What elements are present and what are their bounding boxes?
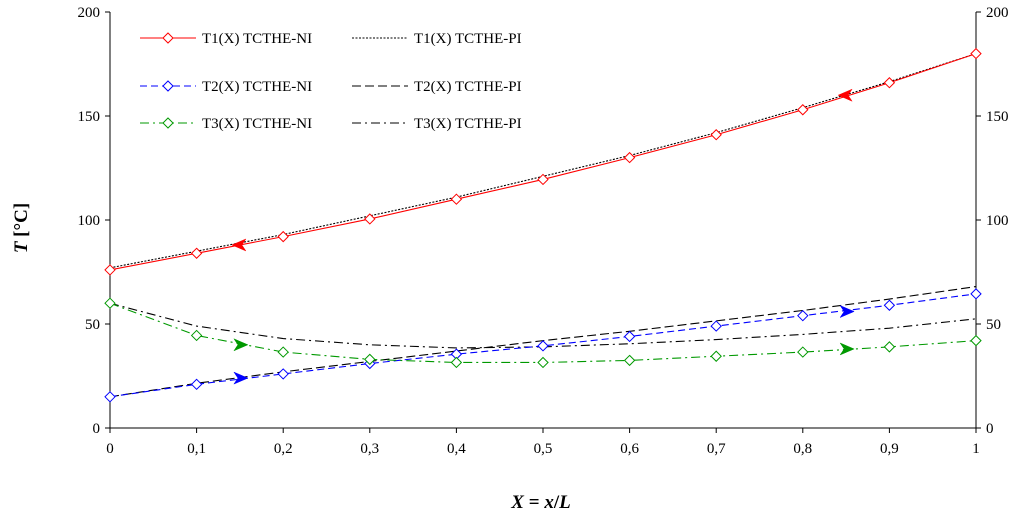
x-tick-label: 0,1 bbox=[187, 441, 206, 457]
data-point bbox=[537, 356, 549, 369]
legend-entry-t3-x-tcthe-ni: T3(X) TCTHE-NI bbox=[140, 116, 312, 132]
legend-label: T2(X) TCTHE-PI bbox=[414, 79, 522, 95]
y2-tick-label: 100 bbox=[986, 213, 1009, 229]
legend-label: T3(X) TCTHE-NI bbox=[202, 116, 312, 132]
x-tick-label: 0,7 bbox=[707, 441, 726, 457]
data-point bbox=[710, 320, 722, 332]
data-point bbox=[364, 353, 376, 366]
flow-arrow bbox=[837, 88, 853, 102]
data-point bbox=[104, 264, 116, 276]
data-point bbox=[797, 104, 809, 116]
series-t1-x-tcthe-ni bbox=[104, 47, 982, 276]
data-point bbox=[104, 297, 116, 309]
legend-label: T2(X) TCTHE-NI bbox=[202, 79, 312, 95]
legend-marker bbox=[162, 32, 174, 44]
y-tick-label: 0 bbox=[93, 421, 101, 437]
y2-tick-label: 150 bbox=[986, 109, 1009, 125]
legend-marker bbox=[162, 117, 174, 129]
x-tick-label: 0 bbox=[106, 441, 114, 457]
x-axis-title-slash: / bbox=[553, 492, 560, 513]
data-point bbox=[450, 193, 463, 205]
legend-entry-t3-x-tcthe-pi: T3(X) TCTHE-PI bbox=[352, 116, 522, 132]
series-layer bbox=[104, 47, 982, 403]
x-axis-title-denominator: L bbox=[558, 492, 571, 513]
legend-label: T1(X) TCTHE-PI bbox=[414, 31, 522, 47]
legend-entry-t1-x-tcthe-pi: T1(X) TCTHE-PI bbox=[352, 31, 522, 47]
x-axis-title-symbol: X bbox=[510, 492, 525, 513]
flow-arrow bbox=[839, 304, 855, 319]
x-axis-title-equals: = bbox=[524, 492, 544, 513]
legend-entry-t1-x-tcthe-ni: T1(X) TCTHE-NI bbox=[140, 31, 312, 47]
y-tick-label: 50 bbox=[85, 317, 100, 333]
data-point bbox=[104, 391, 116, 403]
x-tick-label: 0,8 bbox=[793, 441, 812, 457]
x-axis-title-numerator: x bbox=[543, 492, 554, 513]
y-tick-label: 200 bbox=[78, 5, 101, 21]
data-point bbox=[970, 288, 982, 300]
x-tick-label: 0,9 bbox=[880, 441, 899, 457]
x-tick-label: 0,4 bbox=[447, 441, 466, 457]
x-axis-title: X = x/L bbox=[510, 492, 570, 513]
data-point bbox=[797, 309, 809, 322]
data-point bbox=[277, 346, 289, 358]
data-point bbox=[623, 330, 636, 343]
data-point bbox=[623, 151, 636, 164]
y2-tick-label: 50 bbox=[986, 317, 1001, 333]
y-axis-title-symbol: T bbox=[11, 240, 32, 253]
tick-layer: 0 0,1 0,2 0,3 0,4 0,5 0,6 0,7 0,8 0,9 105010015020… bbox=[78, 5, 1009, 457]
flow-arrow bbox=[233, 338, 249, 352]
series-t3-x-tcthe-ni bbox=[104, 297, 982, 369]
y-axis-title: T [°C] bbox=[11, 203, 32, 253]
data-point bbox=[710, 129, 722, 141]
x-tick-label: 0,5 bbox=[534, 441, 553, 457]
series-line bbox=[109, 293, 977, 398]
data-point bbox=[797, 346, 809, 358]
flow-arrow bbox=[839, 342, 855, 356]
data-point bbox=[364, 213, 376, 225]
x-tick-label: 0,6 bbox=[620, 441, 639, 457]
y2-tick-label: 0 bbox=[986, 421, 994, 437]
data-point bbox=[883, 77, 896, 89]
data-point bbox=[190, 247, 203, 259]
data-point bbox=[883, 299, 896, 311]
data-point bbox=[190, 329, 203, 342]
data-point bbox=[710, 350, 722, 362]
legend-entry-t2-x-tcthe-pi: T2(X) TCTHE-PI bbox=[352, 79, 522, 95]
y2-tick-label: 200 bbox=[986, 5, 1009, 21]
y-axis-title-unit: [°C] bbox=[11, 203, 32, 242]
legend-marker bbox=[162, 80, 174, 92]
flow-arrow bbox=[231, 238, 247, 252]
y-tick-label: 100 bbox=[78, 213, 101, 229]
legend-label: T1(X) TCTHE-NI bbox=[202, 31, 312, 47]
legend-label: T3(X) TCTHE-PI bbox=[414, 116, 522, 132]
y-tick-label: 150 bbox=[78, 109, 101, 125]
data-point bbox=[970, 334, 982, 347]
x-tick-label: 0,2 bbox=[274, 441, 293, 457]
data-point bbox=[883, 341, 896, 353]
data-point bbox=[190, 378, 203, 391]
legend-entry-t2-x-tcthe-ni: T2(X) TCTHE-NI bbox=[140, 79, 312, 95]
x-tick-label: 1 bbox=[972, 441, 980, 457]
series-t2-x-tcthe-ni bbox=[104, 288, 982, 403]
legend: T1(X) TCTHE-NI T1(X) TCTHE-PI T2(X) TCTHE-… bbox=[140, 31, 522, 132]
data-point bbox=[450, 356, 463, 369]
data-point bbox=[277, 368, 289, 380]
flow-arrow bbox=[233, 371, 249, 385]
data-point bbox=[970, 47, 982, 60]
data-point bbox=[537, 340, 549, 352]
data-point bbox=[537, 173, 549, 186]
x-tick-label: 0,3 bbox=[360, 441, 379, 457]
data-point bbox=[623, 354, 636, 367]
data-point bbox=[277, 230, 289, 243]
